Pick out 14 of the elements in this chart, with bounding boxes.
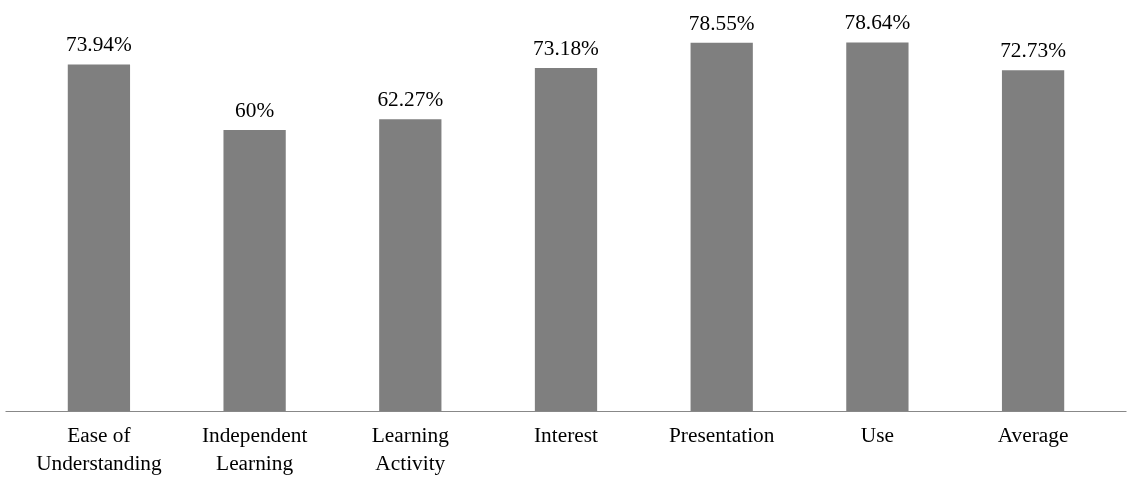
data-label: 62.27% [377,87,444,112]
data-label: 78.55% [688,10,755,35]
data-label: 73.94% [66,32,133,57]
x-tick-label: Average [997,422,1069,447]
data-label: 78.64% [844,10,911,35]
data-label: 73.18% [533,36,600,61]
data-label: 72.73% [1000,38,1067,63]
x-tick-label: Interest [534,422,599,447]
x-tick-label: Independent Learning [201,422,308,476]
x-tick-label: Presentation [668,422,775,447]
x-tick-label: Learning Activity [371,422,450,476]
x-tick-label: Ease of Understanding [36,422,163,476]
data-label: 60% [235,97,275,122]
x-tick-label: Use [860,422,894,447]
